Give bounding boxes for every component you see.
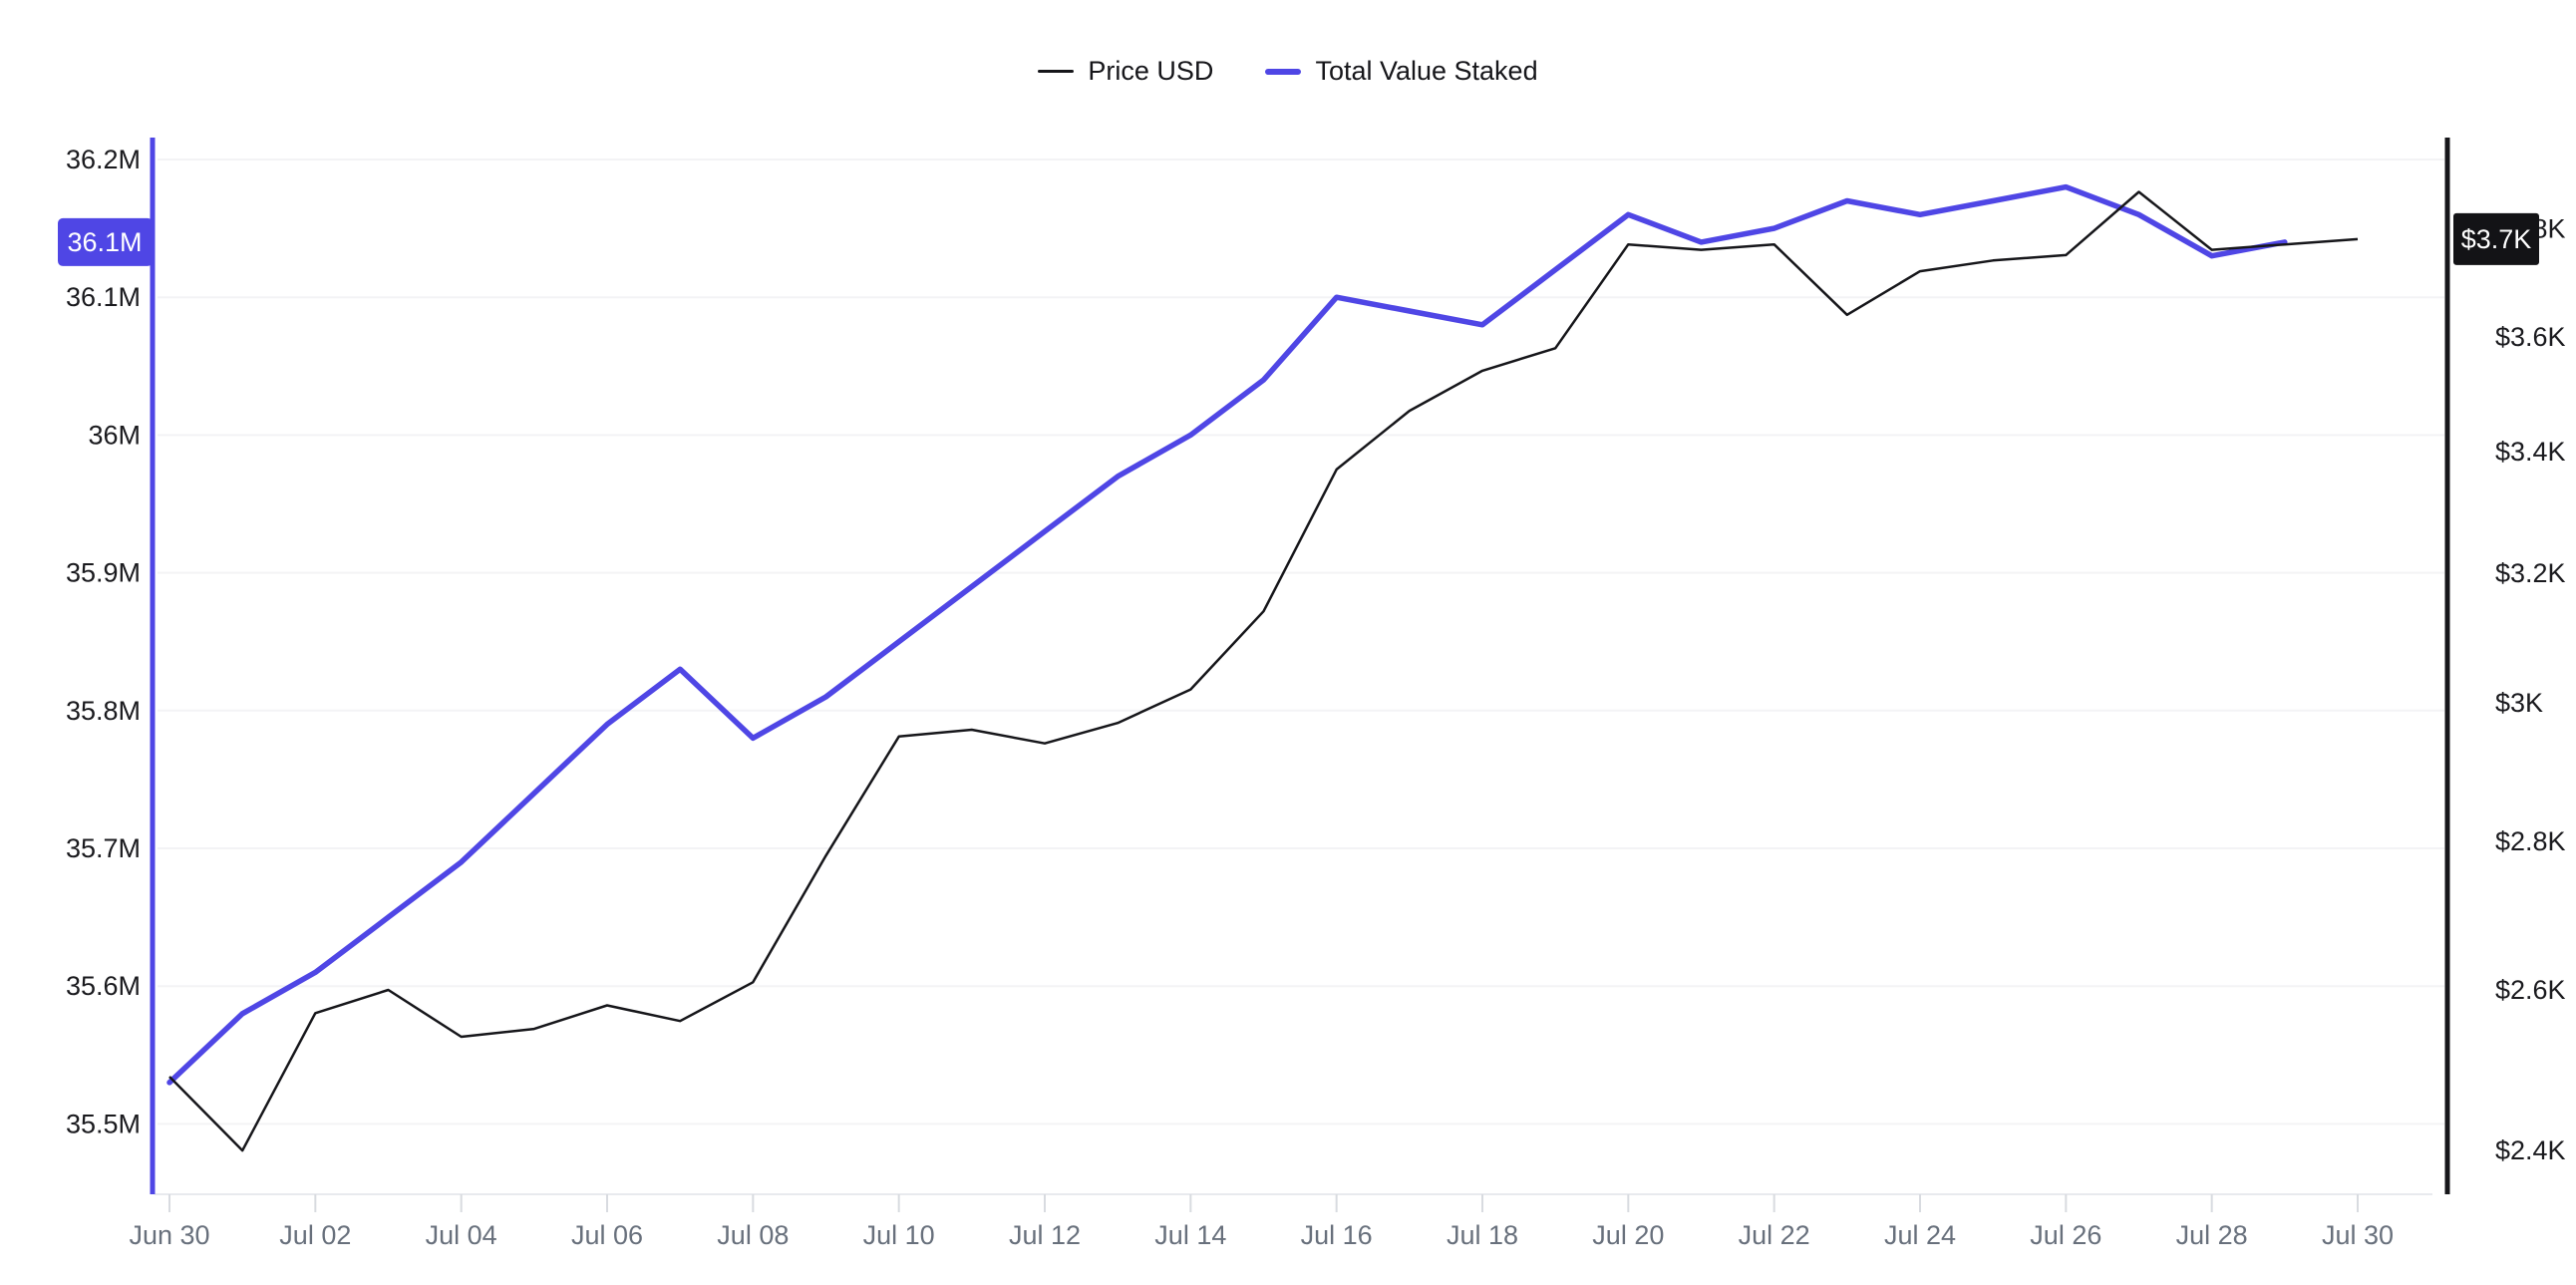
right-axis-label: $2.8K: [2495, 826, 2566, 856]
left-axis-label: 35.9M: [66, 558, 141, 588]
x-axis-label: Jun 30: [129, 1220, 209, 1250]
x-axis-label: Jul 14: [1154, 1220, 1226, 1250]
svg-text:36.1M: 36.1M: [67, 227, 142, 257]
x-axis-label: Jul 18: [1447, 1220, 1518, 1250]
left-axis-label: 35.8M: [66, 696, 141, 726]
x-axis-label: Jul 30: [2322, 1220, 2394, 1250]
left-axis-label: 35.6M: [66, 971, 141, 1001]
x-axis-label: Jul 28: [2176, 1220, 2248, 1250]
legend-label-total-value-staked: Total Value Staked: [1315, 56, 1538, 86]
legend-label-price-usd: Price USD: [1088, 56, 1214, 86]
left-axis-label: 35.5M: [66, 1109, 141, 1138]
tvs-current-value-badge: 36.1M: [58, 217, 153, 266]
series-price-usd[interactable]: [168, 190, 2359, 1152]
x-axis-label: Jul 06: [571, 1220, 643, 1250]
left-axis-label: 35.7M: [66, 833, 141, 863]
x-axis-label: Jul 26: [2030, 1220, 2101, 1250]
price-line-swatch-icon: [1038, 70, 1075, 73]
legend-item-price-usd[interactable]: Price USD: [1038, 56, 1213, 87]
legend-item-total-value-staked[interactable]: Total Value Staked: [1265, 56, 1538, 87]
x-axis-label: Jul 04: [426, 1220, 497, 1250]
x-axis-label: Jul 22: [1739, 1220, 1810, 1250]
x-axis-label: Jul 02: [279, 1220, 351, 1250]
x-axis-label: Jul 20: [1592, 1220, 1664, 1250]
right-axis-label: $2.6K: [2495, 975, 2566, 1005]
x-axis-label: Jul 10: [863, 1220, 935, 1250]
x-axis-label: Jul 12: [1009, 1220, 1081, 1250]
x-axis-label: Jul 24: [1884, 1220, 1956, 1250]
price-current-value-badge: $3.7K: [2453, 212, 2539, 265]
right-axis-label: $3K: [2495, 688, 2543, 718]
svg-text:$3.7K: $3.7K: [2461, 224, 2532, 254]
x-axis-label: Jul 16: [1301, 1220, 1373, 1250]
chart-legend: Price USD Total Value Staked: [0, 56, 2576, 87]
left-axis-label: 36.2M: [66, 145, 141, 174]
right-axis-label: $3.4K: [2495, 437, 2566, 467]
left-axis-label: 36.1M: [66, 282, 141, 312]
left-axis-label: 36M: [88, 420, 141, 450]
x-axis-label: Jul 08: [717, 1220, 789, 1250]
series-total-value-staked[interactable]: [166, 183, 2288, 1086]
right-axis-label: $3.6K: [2495, 322, 2566, 352]
tvs-line-swatch-icon: [1265, 68, 1302, 75]
right-axis-label: $3.2K: [2495, 558, 2566, 588]
right-axis-label: $2.4K: [2495, 1135, 2566, 1165]
